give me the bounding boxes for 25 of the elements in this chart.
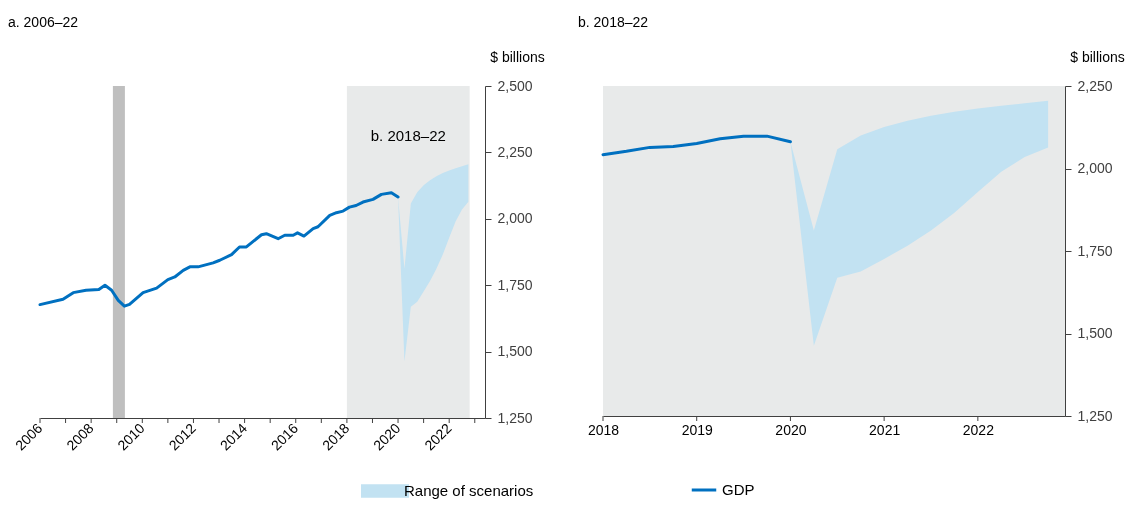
line-series <box>38 191 400 308</box>
y-tick-label: 1,250 <box>497 409 533 426</box>
legend-label: Range of scenarios <box>404 482 534 499</box>
x-tick-label: 2020 <box>775 421 807 438</box>
x-tick-label: 2019 <box>681 421 713 438</box>
y-axis-title: $ billions <box>1070 48 1125 65</box>
y-tick-label: 2,250 <box>1077 77 1113 94</box>
x-tick-label: 2021 <box>869 421 901 438</box>
band-label: b. 2018–22 <box>370 127 446 144</box>
y-tick-label: 2,000 <box>1077 160 1113 176</box>
y-tick-label: 1,500 <box>1077 325 1113 341</box>
y-tick-label: 1,750 <box>497 276 533 293</box>
y-tick-label: 1,750 <box>1077 242 1113 259</box>
chart-title: b. 2018–22 <box>578 14 649 30</box>
x-tick-label: 2022 <box>962 421 995 438</box>
x-tick-label: 2018 <box>587 421 620 438</box>
chart-title: a. 2006–22 <box>8 14 79 30</box>
y-tick-label: 2,250 <box>497 143 533 160</box>
legend-label: GDP <box>722 481 755 498</box>
y-tick-label: 1,500 <box>497 343 533 360</box>
y-tick-label: 2,500 <box>497 77 533 94</box>
y-tick-label: 2,000 <box>497 210 533 227</box>
y-axis-title: $ billions <box>490 48 545 65</box>
line-series <box>601 134 792 157</box>
y-tick-label: 1,250 <box>1077 407 1113 424</box>
